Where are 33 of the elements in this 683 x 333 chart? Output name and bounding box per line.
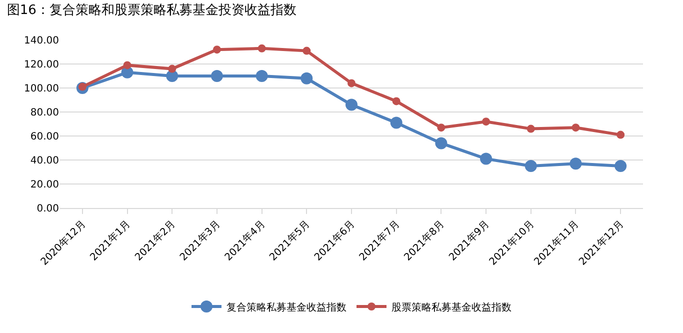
- point: [524, 160, 537, 172]
- point: [572, 124, 580, 132]
- y-tick-label: 100.00: [24, 84, 59, 94]
- point: [300, 72, 313, 84]
- y-tick-label: 20.00: [30, 180, 59, 190]
- point: [256, 70, 268, 82]
- point: [480, 152, 492, 165]
- point: [346, 98, 358, 111]
- point: [348, 79, 356, 88]
- y-tick-label: 140.00: [24, 36, 59, 46]
- point: [258, 44, 266, 52]
- y-tick-label: 60.00: [30, 132, 59, 142]
- point: [212, 46, 221, 54]
- point: [390, 116, 402, 129]
- point: [614, 160, 627, 172]
- point: [210, 70, 223, 82]
- legend-label: 股票策略私募基金收益指数: [392, 301, 512, 314]
- chart-title: 图16：复合策略和股票策略私募基金投资收益指数: [6, 3, 296, 18]
- y-tick-label: 0.00: [36, 204, 59, 214]
- y-tick-label: 120.00: [24, 60, 59, 70]
- point: [302, 46, 311, 55]
- point: [123, 61, 132, 70]
- y-tick-label: 80.00: [30, 108, 59, 118]
- legend-label: 复合策略私募基金收益指数: [226, 301, 346, 314]
- point: [616, 130, 625, 139]
- y-tick-label: 40.00: [30, 156, 59, 166]
- point: [168, 64, 176, 73]
- point: [435, 137, 448, 150]
- point: [570, 158, 582, 170]
- point: [482, 118, 490, 126]
- point: [392, 97, 400, 106]
- point: [526, 124, 535, 133]
- point: [437, 124, 446, 132]
